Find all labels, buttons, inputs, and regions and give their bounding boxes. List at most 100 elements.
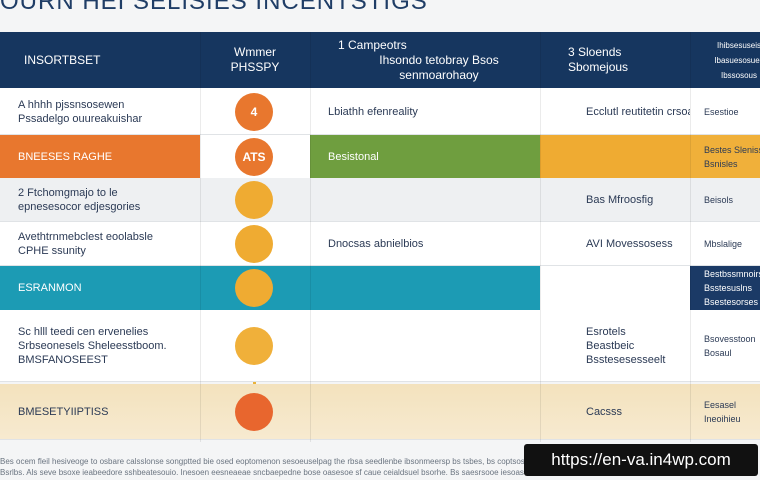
text-line: PHSSPY xyxy=(230,60,280,74)
text-line: Mbslalige xyxy=(704,239,743,249)
text-line: BMESETYIIPTISS xyxy=(18,406,109,418)
text-line: Bestbssmnoirs xyxy=(704,269,760,279)
text-line: Besistonal xyxy=(328,150,379,163)
text-line: Esestioe xyxy=(704,106,739,117)
text-line: Bestes Sleniss xyxy=(704,144,760,155)
table-cell: BMESETYIIPTISS xyxy=(0,384,200,440)
text-line: INSORTBSET xyxy=(24,52,101,67)
table-cell: Bsovesstoon Bosaul xyxy=(690,310,760,382)
column-divider xyxy=(200,32,201,442)
table-cell: Dnocsas abnielbios xyxy=(310,222,540,266)
watermark: https://en-va.in4wp.com xyxy=(524,444,758,476)
text-line: Ecclutl reutitetin crsoabis xyxy=(586,105,690,118)
badge-circle xyxy=(235,393,273,431)
table-cell: Esestioe xyxy=(690,88,760,135)
text-line: AVI Movessosess xyxy=(586,238,673,250)
row xyxy=(0,88,760,135)
text-line: Ihibsesuseis xyxy=(716,40,760,50)
table-cell: Besistonal xyxy=(310,135,540,178)
badge-circle: ATS xyxy=(235,137,273,176)
table-cell: A hhhh pjssnsosewen Pssadelgo ouureakuish… xyxy=(0,88,200,135)
table-cell: Eesasel Ineoihieu xyxy=(690,384,760,440)
text-line: Lbiathh efenreality xyxy=(328,105,418,118)
header-cell: Ihibsesuseis Ibasuesosues Ibssosous xyxy=(690,32,760,88)
footer: Bes ocem fleil hesiveoge to osbare calss… xyxy=(0,456,530,478)
text-line: Esrotels xyxy=(586,326,626,338)
table-cell xyxy=(310,178,540,222)
row xyxy=(0,384,760,440)
table-cell xyxy=(310,310,540,382)
title: OURN HEI SELISIES INCENTSTIGS xyxy=(0,0,428,15)
table-cell xyxy=(310,266,540,310)
table-cell: Cacsss xyxy=(540,384,690,440)
header-cell: Wmmer PHSSPY xyxy=(200,32,310,88)
text-line: Beastbeic xyxy=(586,340,635,352)
column-divider xyxy=(690,32,691,442)
text-line: BNEESES RAGHE xyxy=(18,150,113,163)
text-line: Bsstesesesseelt xyxy=(586,354,666,366)
text-line: epnesesocor edjesgories xyxy=(18,201,141,213)
table-cell: Beisols xyxy=(690,178,760,222)
text-line: Ibasuesosues xyxy=(714,55,760,65)
table-cell: Mbslalige xyxy=(690,222,760,266)
text-line: Avethtrnmebclest eoolabsle xyxy=(18,231,153,243)
text-line: 3 Sloends xyxy=(568,45,622,59)
table-cell xyxy=(310,384,540,440)
text-line: Bas Mfroosfig xyxy=(586,194,654,206)
text-line: Bes ocem fleil hesiveoge to osbare calss… xyxy=(0,457,530,466)
table-cell: BNEESES RAGHE xyxy=(0,135,200,178)
text-line: Bsrlbs. Als seve bsoxe ieabeedore sshbea… xyxy=(0,468,530,477)
table-cell: ESRANMON xyxy=(0,266,200,310)
table-cell: Bestbssmnoirs Bsstesuslns Bsestesorses xyxy=(690,266,760,310)
badge-circle: 4 xyxy=(235,92,273,131)
text-line: ESRANMON xyxy=(18,282,82,294)
text-line: Cacsss xyxy=(586,406,623,418)
table-cell: Ecclutl reutitetin crsoabis xyxy=(540,88,690,135)
column-divider xyxy=(540,32,541,442)
table-cell xyxy=(540,266,690,310)
row xyxy=(0,222,760,266)
badge-circle xyxy=(235,181,273,219)
text-line: Srbseonesels Sheleesstboom. xyxy=(18,340,167,352)
header-cell: 1 Campeotrs Ihsondo tetobray Bsos senmoar… xyxy=(310,32,540,88)
badge-circle xyxy=(235,327,273,365)
table-cell xyxy=(540,135,690,178)
text-line: Ihsondo tetobray Bsos senmoarohaoy xyxy=(379,52,499,82)
text-line: Bsnisles xyxy=(704,158,738,169)
table-cell: Sc hlll teedi cen ervenelies Srbseonesels… xyxy=(0,310,200,382)
table-cell: Bestes Sleniss Bsnisles xyxy=(690,135,760,178)
header-cell: 3 Sloends Sbomejous xyxy=(540,32,690,88)
row xyxy=(0,310,760,382)
badge-circle xyxy=(235,225,273,263)
text-line: Dnocsas abnielbios xyxy=(328,238,424,250)
text-line: BMSFANOSEEST xyxy=(18,354,108,366)
text-line: Wmmer xyxy=(234,45,276,59)
table-cell: 2 Ftchomgmajo to le epnesesocor edjesgori… xyxy=(0,178,200,222)
badge-circle xyxy=(235,269,273,307)
header-bar xyxy=(0,32,760,88)
text-line: Eesasel xyxy=(704,400,737,410)
text-line: 2 Ftchomgmajo to le xyxy=(18,187,118,199)
text-line: CPHE ssunity xyxy=(18,245,86,257)
table-cell: Avethtrnmebclest eoolabsle CPHE ssunity xyxy=(0,222,200,266)
table-cell: Bas Mfroosfig xyxy=(540,178,690,222)
text-line: Ibssosous xyxy=(720,70,758,80)
text-line: Ineoihieu xyxy=(704,414,741,424)
table-cell: Esrotels Beastbeic Bsstesesesseelt xyxy=(540,310,690,382)
text-line: Bosaul xyxy=(704,348,732,358)
row xyxy=(0,178,760,222)
text-line: Sc hlll teedi cen ervenelies xyxy=(18,326,149,338)
text-line: A hhhh pjssnsosewen xyxy=(18,98,125,111)
column-divider xyxy=(310,32,311,442)
table-cell: Lbiathh efenreality xyxy=(310,88,540,135)
table-cell: AVI Movessosess xyxy=(540,222,690,266)
text-line: Beisols xyxy=(704,195,734,205)
text-line: Bsovesstoon xyxy=(704,334,756,344)
header-cell: INSORTBSET xyxy=(0,32,200,88)
text-line: Bsstesuslns xyxy=(704,283,753,293)
text-line: Pssadelgo ouureakuishar xyxy=(18,112,143,125)
text-line: 1 Campeotrs xyxy=(338,37,407,52)
text-line: Bsestesorses xyxy=(704,297,759,307)
text-line: Sbomejous xyxy=(568,60,629,74)
